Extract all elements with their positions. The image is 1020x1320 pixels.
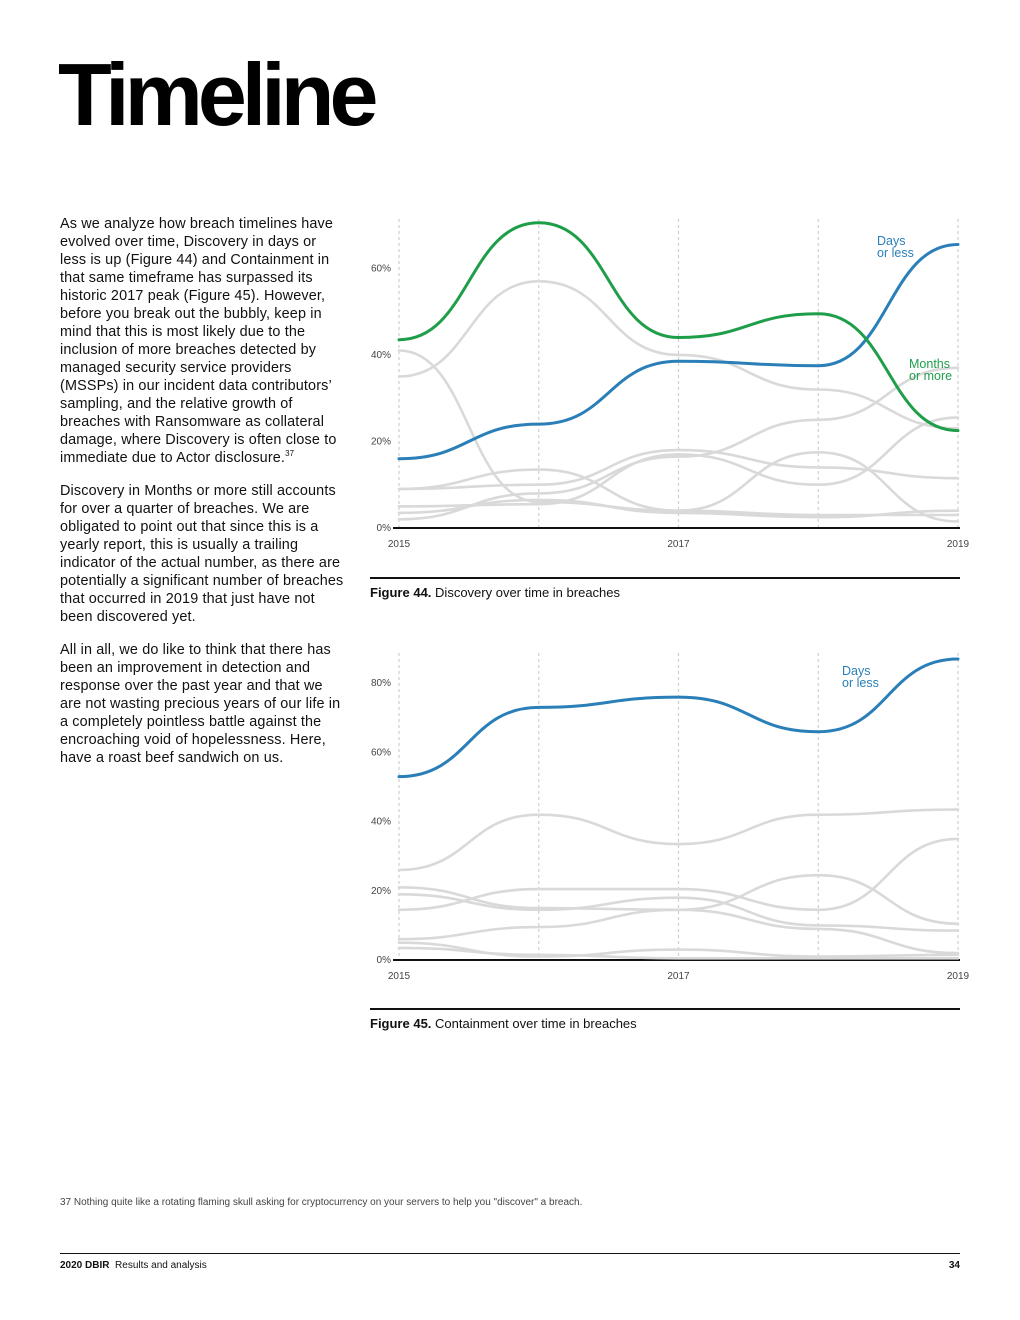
page-footer: 2020 DBIR Results and analysis 34: [60, 1253, 960, 1271]
paragraph-2: Discovery in Months or more still accoun…: [60, 483, 344, 625]
series-line-other: [397, 808, 960, 872]
series-label: or less: [877, 246, 914, 260]
figure-44-caption-text: Discovery over time in breaches: [435, 585, 621, 600]
series-label: or less: [842, 676, 879, 690]
series-line-other: [397, 908, 960, 955]
y-tick-label: 20%: [371, 886, 391, 897]
paragraph-3: All in all, we do like to think that the…: [60, 642, 341, 766]
series-line-months-or-more: [397, 221, 960, 433]
y-tick-label: 0%: [377, 523, 392, 534]
series-line-days-or-less: [397, 657, 960, 779]
x-tick-label: 2017: [667, 971, 690, 982]
paragraph-1: As we analyze how breach timelines have …: [60, 215, 345, 467]
y-tick-label: 60%: [371, 263, 391, 274]
series-line-other: [397, 416, 960, 508]
y-tick-label: 40%: [371, 817, 391, 828]
footnote-ref[interactable]: 37: [285, 449, 295, 459]
footer-report: 2020 DBIR: [60, 1260, 110, 1271]
series-line-other: [397, 837, 960, 912]
x-tick-label: 2019: [947, 971, 970, 982]
x-tick-label: 2017: [667, 539, 690, 550]
body-text: As we analyze how breach timelines have …: [60, 215, 345, 782]
y-tick-label: 80%: [371, 678, 391, 689]
figure-44-caption: Figure 44. Discovery over time in breach…: [370, 577, 960, 600]
footer-section: Results and analysis: [115, 1260, 207, 1271]
series-line-other: [397, 946, 960, 960]
series-line-other: [397, 279, 960, 430]
figure-44-chart: 0% 20% 40% 60% 2015 2017 2019 Days or less Months…: [365, 215, 970, 560]
figure-45-caption-text: Containment over time in breaches: [435, 1016, 637, 1031]
series-line-other: [397, 893, 960, 932]
page-title: Timeline: [58, 45, 378, 144]
series-label: or more: [909, 369, 952, 383]
x-tick-label: 2019: [947, 539, 970, 550]
series-line-other: [397, 349, 960, 517]
figure-45-caption: Figure 45. Containment over time in brea…: [370, 1008, 960, 1031]
page-number: 34: [948, 1260, 960, 1271]
series-label: Months: [909, 357, 950, 371]
figure-45-chart: 0% 20% 40% 60% 80% 2015 2017 2019 Days or less: [365, 645, 970, 990]
figure-44-label: Figure 44.: [370, 585, 432, 600]
paragraph-1-text: As we analyze how breach timelines have …: [60, 216, 337, 466]
series-line-days-or-less: [397, 243, 960, 461]
series-label: Days: [842, 664, 870, 678]
series-line-other: [397, 498, 960, 519]
y-tick-label: 20%: [371, 436, 391, 447]
y-tick-label: 0%: [377, 955, 392, 966]
y-tick-label: 40%: [371, 350, 391, 361]
x-tick-label: 2015: [388, 971, 411, 982]
y-tick-label: 60%: [371, 747, 391, 758]
series-line-other: [397, 366, 960, 521]
footnote: 37 Nothing quite like a rotating flaming…: [60, 1197, 583, 1208]
series-label: Days: [877, 234, 905, 248]
x-tick-label: 2015: [388, 539, 411, 550]
figure-45-label: Figure 45.: [370, 1016, 432, 1031]
